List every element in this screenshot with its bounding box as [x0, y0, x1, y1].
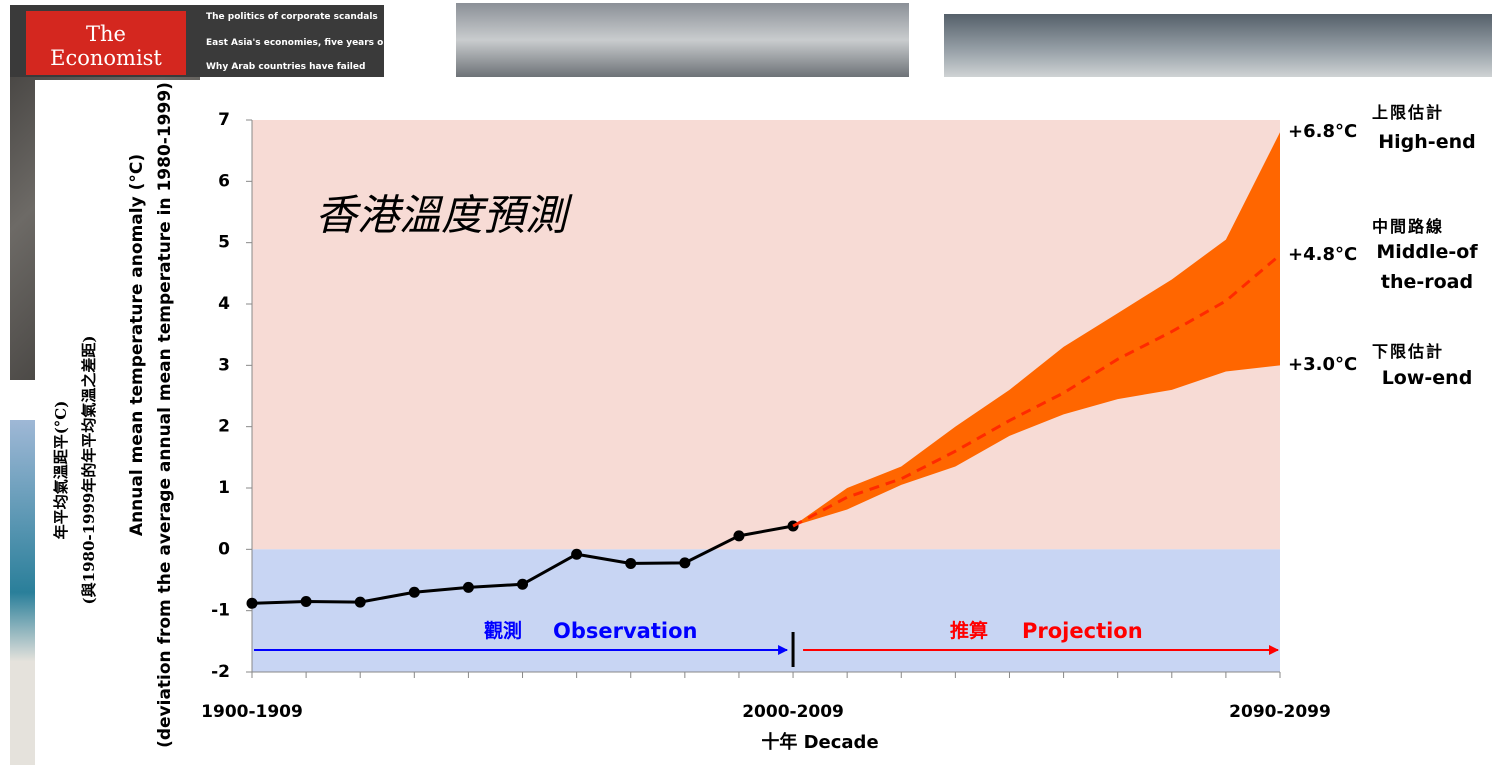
observation-point — [408, 586, 420, 598]
projection-line — [792, 253, 1281, 528]
scenario-name-zh: 中間路線 — [1372, 216, 1445, 236]
y-tick-label: 6 — [218, 171, 230, 191]
chart-title: 香港溫度預測 — [315, 191, 573, 240]
x-axis-label: 十年 Decade — [761, 731, 878, 753]
y-tick-label: -1 — [211, 601, 230, 621]
observation-point — [354, 596, 366, 608]
projection-label: Projection — [1022, 619, 1143, 643]
y-tick-label: 1 — [218, 478, 230, 498]
end-value-label: +3.0°C — [1288, 354, 1358, 376]
magazine-logo — [26, 11, 186, 75]
observation-point — [733, 530, 745, 542]
observation-point — [571, 548, 583, 560]
y-axis-label: (與1980-1999年的年平均氣溫之差距) — [80, 336, 98, 605]
projection-label-zh: 推算 — [950, 619, 988, 642]
y-tick-label: 7 — [218, 110, 230, 130]
magazine-line: The politics of corporate scandals — [206, 12, 378, 22]
observation-point — [679, 557, 691, 569]
y-tick-label: 0 — [218, 539, 230, 559]
magazine-title: The Economist — [50, 22, 162, 70]
traffic-photo — [456, 3, 909, 77]
y-tick-label: 5 — [218, 233, 230, 253]
end-value-label: +4.8°C — [1288, 243, 1358, 265]
scenario-name: Low-end — [1381, 367, 1473, 390]
observation-point — [517, 578, 529, 590]
sky-photo — [944, 14, 1492, 77]
y-axis-label: Annual mean temperature anomaly (°C) — [127, 154, 147, 536]
scenario-name-zh: 上限估計 — [1372, 103, 1445, 123]
magazine-line: Why Arab countries have failed — [206, 62, 366, 72]
y-tick-label: 2 — [218, 417, 230, 437]
y-axis-label: (deviation from the average annual mean … — [155, 82, 175, 748]
magazine-line: East Asia's economies, five years on — [206, 38, 390, 48]
observation-point — [625, 557, 637, 569]
observation-point — [462, 581, 474, 593]
x-tick-label: 2090-2099 — [1229, 702, 1331, 722]
observation-point — [300, 595, 312, 607]
x-tick-label: 2000-2009 — [742, 702, 844, 722]
observation-label-zh: 觀測 — [484, 619, 522, 642]
observation-point — [246, 597, 258, 609]
scenario-name: High-end — [1378, 131, 1476, 154]
observation-label: Observation — [553, 619, 697, 643]
scenario-name-zh: 下限估計 — [1372, 342, 1445, 362]
end-value-label: +6.8°C — [1288, 121, 1358, 143]
x-tick-label: 1900-1909 — [201, 702, 303, 722]
y-axis-label: 年平均氣溫距平(°C) — [52, 401, 70, 540]
y-tick-label: 3 — [218, 355, 230, 375]
below-zero-region — [252, 549, 1280, 672]
projection-range — [793, 132, 1280, 527]
scenario-name: Middle-of the-road — [1376, 240, 1478, 293]
y-tick-label: 4 — [218, 294, 230, 314]
y-tick-label: -2 — [211, 662, 230, 682]
